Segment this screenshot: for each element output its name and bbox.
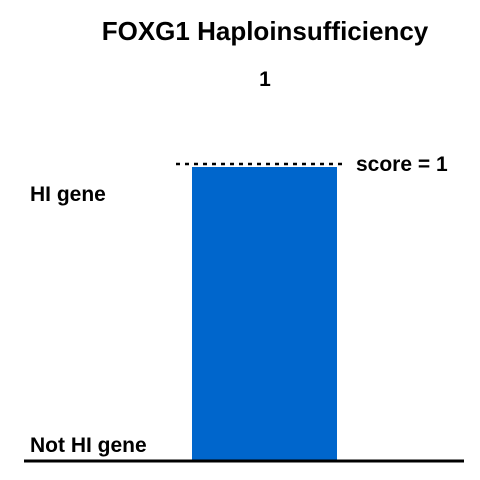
hi-gene-label: HI gene <box>30 183 106 206</box>
chart-subtitle: 1 <box>259 68 271 91</box>
bars-group <box>192 167 337 461</box>
not-hi-gene-label: Not HI gene <box>30 434 147 457</box>
reference-line-label: score = 1 <box>356 153 448 176</box>
bar-foxg1 <box>192 167 337 461</box>
chart-title: FOXG1 Haploinsufficiency <box>102 16 429 46</box>
